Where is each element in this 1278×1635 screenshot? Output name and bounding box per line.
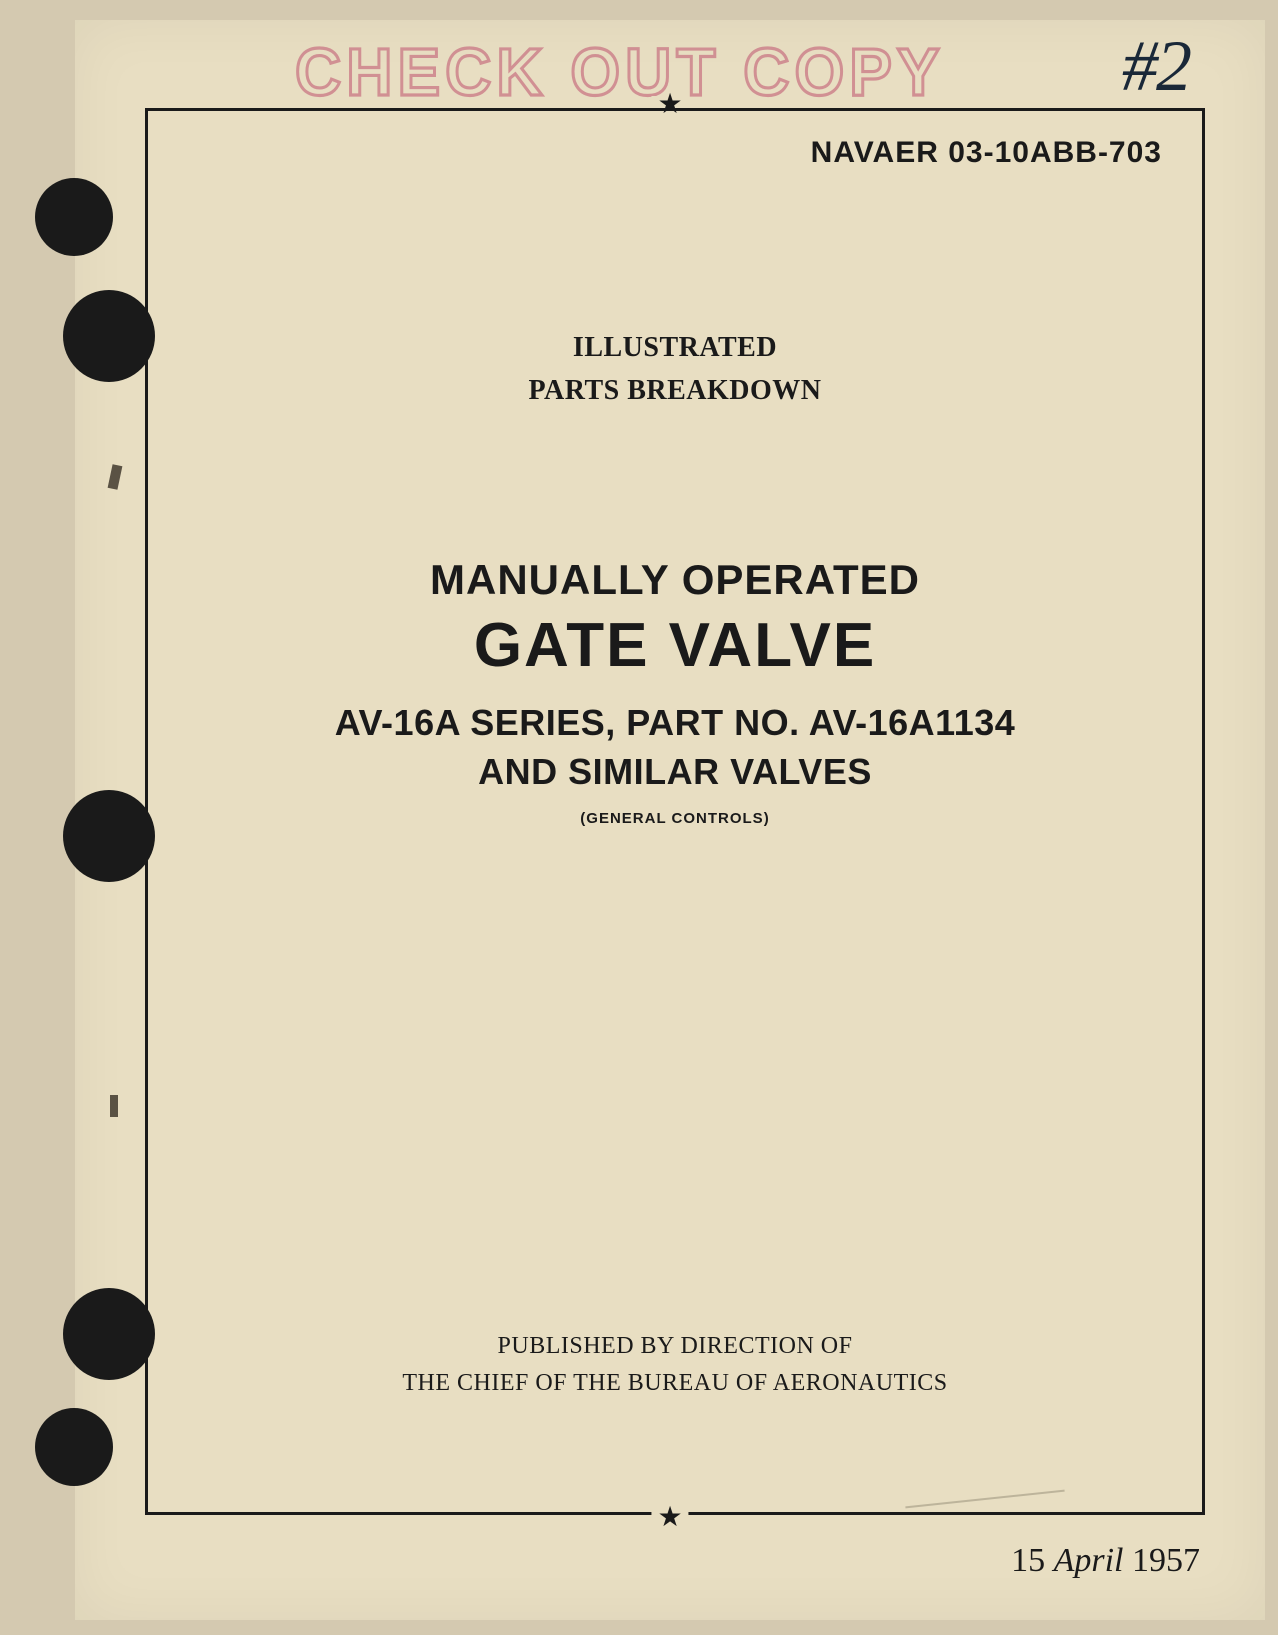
publication-date: 15 April 1957 [1011,1542,1200,1580]
handwritten-copy-number: #2 [1122,25,1190,108]
subtitle-line: PARTS BREAKDOWN [148,369,1202,412]
subtitle-block: ILLUSTRATED PARTS BREAKDOWN [148,326,1202,413]
binder-hole [63,290,155,382]
manufacturer-note: (GENERAL CONTROLS) [148,810,1202,827]
title-line-2: GATE VALVE [148,610,1202,681]
content-frame: NAVAER 03-10ABB-703 ILLUSTRATED PARTS BR… [145,108,1205,1515]
binder-hole [63,1288,155,1380]
publisher-block: PUBLISHED BY DIRECTION OF THE CHIEF OF T… [148,1328,1202,1402]
margin-tick [110,1095,118,1117]
binder-hole [63,790,155,882]
content-area: ILLUSTRATED PARTS BREAKDOWN MANUALLY OPE… [148,111,1202,1512]
frame-star-bottom: ★ [651,1509,688,1527]
document-page: CHECK OUT COPY #2 ★ NAVAER 03-10ABB-703 … [75,20,1265,1620]
checkout-stamp: CHECK OUT COPY [295,33,945,111]
main-title-block: MANUALLY OPERATED GATE VALVE AV-16A SERI… [148,556,1202,827]
binder-hole [35,1408,113,1486]
series-part-no: AV-16A SERIES, PART NO. AV-16A1134 [335,702,1016,743]
similar-valves: AND SIMILAR VALVES [478,751,872,792]
margin-tick [108,464,123,490]
date-day: 15 [1011,1542,1045,1579]
title-line-3: AV-16A SERIES, PART NO. AV-16A1134 AND S… [148,699,1202,796]
publisher-line: THE CHIEF OF THE BUREAU OF AERONAUTICS [148,1365,1202,1402]
publisher-line: PUBLISHED BY DIRECTION OF [148,1328,1202,1365]
date-month: April [1054,1542,1124,1579]
binder-hole [35,178,113,256]
title-line-1: MANUALLY OPERATED [148,556,1202,604]
date-year: 1957 [1132,1542,1200,1579]
subtitle-line: ILLUSTRATED [148,326,1202,369]
